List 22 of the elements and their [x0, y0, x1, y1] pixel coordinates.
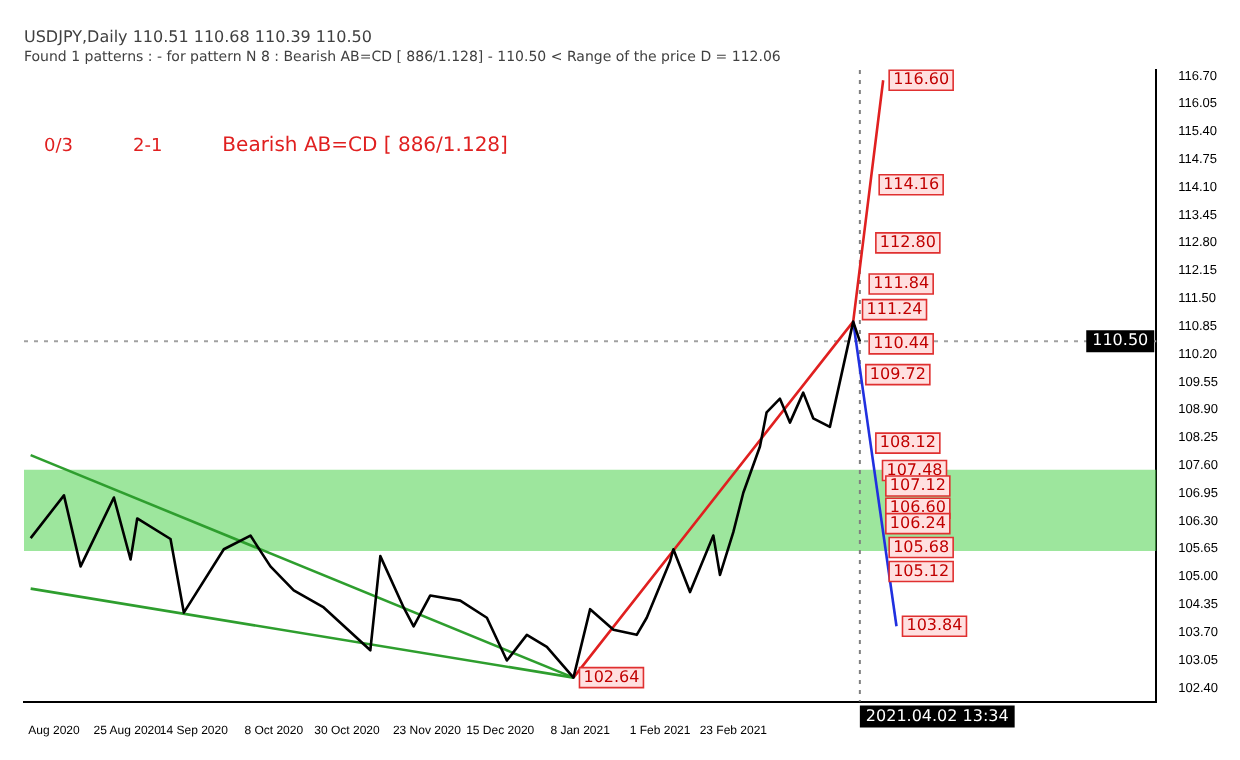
ref-line-label: 110.50 — [1092, 331, 1149, 350]
ref-line-label: 2021.04.02 13:34 — [865, 706, 1009, 725]
annotation: 111.24 — [866, 299, 923, 318]
annotation: 106.24 — [889, 513, 946, 532]
annotation: 102.64 — [583, 667, 640, 686]
annotation: 103.84 — [906, 616, 963, 635]
annotation: 114.16 — [883, 174, 940, 193]
chart-title: USDJPY,Daily 110.51 110.68 110.39 110.50 — [24, 27, 372, 46]
annotation: 105.12 — [893, 561, 950, 580]
annotation: Bearish AB=CD [ 886/1.128] — [222, 135, 509, 158]
annotation: 112.80 — [879, 233, 936, 252]
annotation: 0/3 — [44, 136, 73, 157]
annotation: 105.68 — [893, 537, 950, 556]
annotation: 107.12 — [889, 476, 946, 495]
annotation: 111.84 — [873, 274, 930, 293]
annotation: 2-1 — [132, 136, 163, 157]
annotation: 106.60 — [889, 498, 946, 517]
annotation: 107.48 — [886, 460, 943, 479]
annotation: 109.72 — [869, 364, 926, 383]
annotation: 108.12 — [879, 433, 936, 452]
annotation: 116.60 — [893, 70, 950, 89]
annotation: 110.44 — [873, 334, 930, 353]
